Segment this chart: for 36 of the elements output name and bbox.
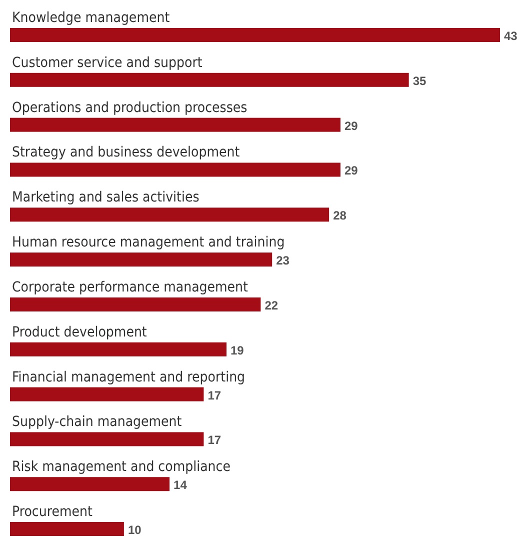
data-label: 29 [344,118,358,133]
data-label: 19 [230,343,244,358]
y-tick-label: Marketing and sales activities [12,190,200,206]
bar [10,118,340,132]
y-tick-label: Procurement [12,504,92,520]
data-label: 28 [333,208,347,223]
y-tick-label: Risk management and compliance [12,459,231,476]
y-tick-label: Strategy and business development [12,144,240,161]
y-tick-label: Customer service and support [12,54,202,71]
bar [10,432,204,446]
data-label: 23 [276,254,290,268]
y-tick-label: Financial management and reporting [12,369,246,386]
bar [10,477,170,492]
y-tick-label: Supply-chain management [12,414,182,430]
data-label: 17 [208,433,222,448]
data-label: 43 [504,29,518,43]
data-label: 14 [174,478,188,492]
bar [10,208,330,222]
data-label: 29 [344,164,358,178]
y-tick-label: Product development [12,324,147,340]
data-label: 17 [208,388,222,402]
bar [10,522,124,536]
y-tick-label: Human resource management and training [12,234,285,251]
bar [10,387,204,402]
y-tick-label: Corporate performance management [12,279,248,296]
bar [10,342,227,356]
y-tick-label: Knowledge management [12,10,170,26]
bar [10,162,340,177]
data-label: 35 [412,74,427,88]
bar [10,28,500,42]
data-label: 22 [264,298,278,312]
bar [10,252,272,267]
y-tick-label: Operations and production processes [12,100,248,116]
bar [10,72,409,87]
data-label: 10 [128,523,142,537]
bar [10,297,261,312]
